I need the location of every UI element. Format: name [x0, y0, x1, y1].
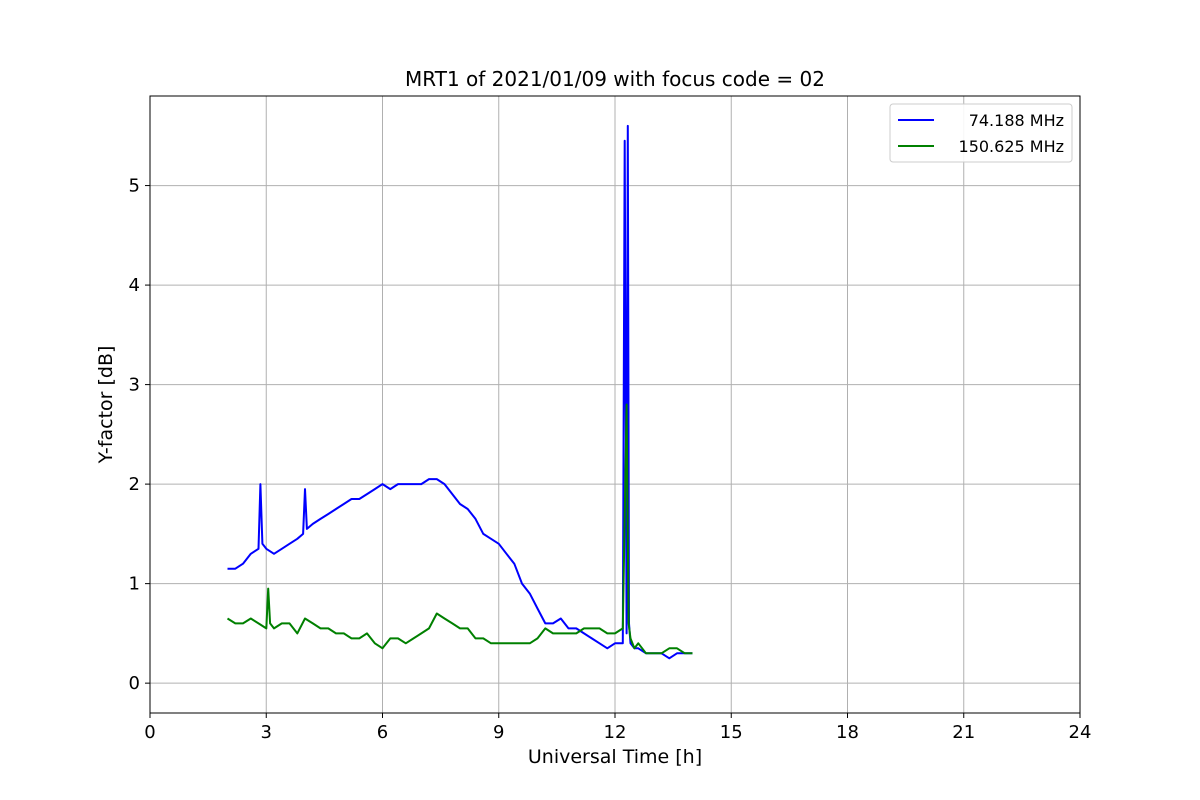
series-line-1	[226, 403, 693, 655]
y-tick-label: 3	[129, 375, 140, 396]
x-tick-label: 6	[377, 722, 388, 743]
y-tick-label: 0	[129, 673, 140, 694]
y-tick-label: 1	[129, 574, 140, 595]
chart-title: MRT1 of 2021/01/09 with focus code = 02	[405, 67, 825, 91]
legend-label-0: 74.188 MHz	[969, 111, 1064, 130]
series-lines	[226, 124, 693, 660]
legend-label-1: 150.625 MHz	[959, 137, 1064, 156]
x-tick-label: 15	[720, 722, 743, 743]
x-tick-label: 18	[836, 722, 859, 743]
legend: 74.188 MHz 150.625 MHz	[889, 103, 1073, 163]
series-line-0	[227, 124, 693, 660]
x-tick-label: 24	[1069, 722, 1092, 743]
y-tick-label: 2	[129, 474, 140, 495]
legend-box	[889, 103, 1073, 163]
x-axis-label: Universal Time [h]	[528, 746, 702, 768]
x-tick-label: 3	[261, 722, 272, 743]
x-tick-label: 12	[604, 722, 627, 743]
y-tick-label: 4	[129, 275, 140, 296]
y-tick-label: 5	[129, 176, 140, 197]
y-axis-label: Y-factor [dB]	[95, 346, 117, 465]
x-tick-label: 21	[952, 722, 975, 743]
x-tick-label: 9	[493, 722, 504, 743]
x-tick-label: 0	[144, 722, 155, 743]
